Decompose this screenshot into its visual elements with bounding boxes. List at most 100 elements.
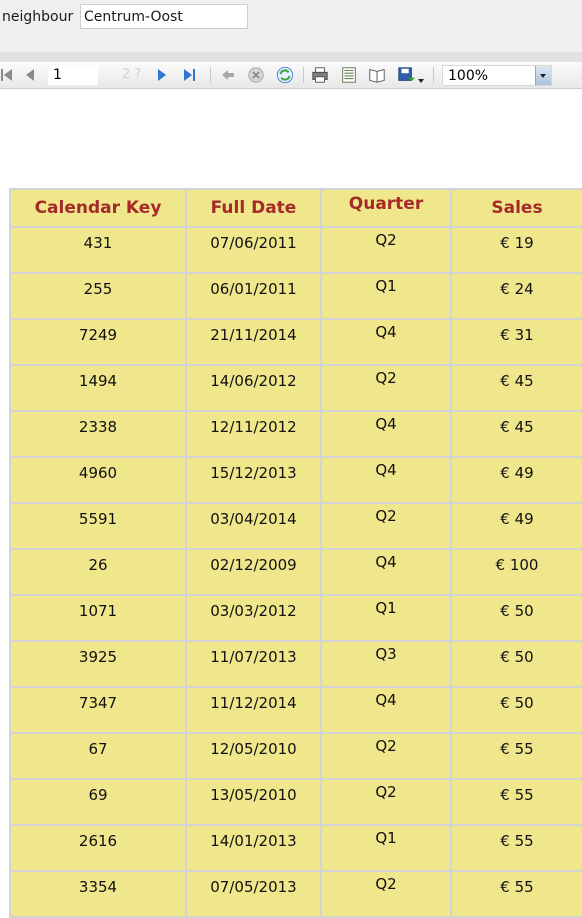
- page-total: 2 ?: [122, 67, 142, 82]
- back-icon[interactable]: [219, 66, 237, 84]
- full-date-cell: 14/06/2012: [185, 364, 322, 412]
- first-page-icon-bar: [1, 69, 3, 81]
- sales-cell: € 49: [450, 502, 582, 550]
- export-dropdown-icon[interactable]: [418, 72, 424, 90]
- quarter-cell: Q1: [320, 824, 452, 872]
- sales-cell: € 50: [450, 640, 582, 688]
- prev-page-icon[interactable]: [26, 69, 34, 81]
- sales-cell: € 31: [450, 318, 582, 366]
- last-page-icon[interactable]: [184, 69, 192, 81]
- full-date-cell: 03/03/2012: [185, 594, 322, 642]
- calendar-key-cell: 69: [9, 778, 187, 826]
- toolbar-separator: [433, 67, 434, 83]
- table-row: 255 06/01/2011 Q1 € 24: [9, 272, 582, 320]
- last-page-icon-bar: [193, 69, 195, 81]
- neighbour-label: neighbour: [2, 9, 74, 25]
- calendar-key-cell: 1071: [9, 594, 187, 642]
- full-date-cell: 02/12/2009: [185, 548, 322, 596]
- calendar-key-cell: 3354: [9, 870, 187, 918]
- table-row: 3354 07/05/2013 Q2 € 55: [9, 870, 582, 918]
- first-page-icon[interactable]: [4, 69, 12, 81]
- toolbar-separator: [210, 67, 211, 83]
- table-header-row: Calendar Key Full Date Quarter Sales: [9, 188, 582, 228]
- table-row: 26 02/12/2009 Q4 € 100: [9, 548, 582, 596]
- quarter-cell: Q4: [320, 410, 452, 458]
- table-row: 5591 03/04/2014 Q2 € 49: [9, 502, 582, 550]
- sales-cell: € 50: [450, 594, 582, 642]
- sales-cell: € 24: [450, 272, 582, 320]
- calendar-key-cell: 4960: [9, 456, 187, 504]
- sales-cell: € 55: [450, 824, 582, 872]
- refresh-icon[interactable]: [275, 66, 295, 84]
- full-date-cell: 13/05/2010: [185, 778, 322, 826]
- sales-cell: € 55: [450, 870, 582, 918]
- current-page-input[interactable]: 1: [48, 65, 98, 85]
- column-header-calendar-key: Calendar Key: [9, 188, 187, 228]
- table-row: 1494 14/06/2012 Q2 € 45: [9, 364, 582, 412]
- full-date-cell: 12/05/2010: [185, 732, 322, 780]
- quarter-cell: Q1: [320, 272, 452, 320]
- calendar-key-cell: 67: [9, 732, 187, 780]
- full-date-cell: 21/11/2014: [185, 318, 322, 366]
- quarter-cell: Q3: [320, 640, 452, 688]
- sales-cell: € 100: [450, 548, 582, 596]
- sales-cell: € 49: [450, 456, 582, 504]
- quarter-cell: Q2: [320, 502, 452, 550]
- quarter-cell: Q4: [320, 456, 452, 504]
- column-header-full-date: Full Date: [185, 188, 322, 228]
- sales-report-table: Calendar Key Full Date Quarter Sales 431…: [9, 188, 582, 918]
- table-row: 67 12/05/2010 Q2 € 55: [9, 732, 582, 780]
- parameter-area: neighbour Centrum-Oost: [0, 0, 582, 52]
- full-date-cell: 14/01/2013: [185, 824, 322, 872]
- print-icon[interactable]: [310, 66, 330, 84]
- full-date-cell: 06/01/2011: [185, 272, 322, 320]
- sales-cell: € 45: [450, 364, 582, 412]
- next-page-icon[interactable]: [158, 69, 166, 81]
- neighbour-input[interactable]: Centrum-Oost: [80, 4, 248, 29]
- calendar-key-cell: 5591: [9, 502, 187, 550]
- sales-cell: € 55: [450, 778, 582, 826]
- quarter-cell: Q2: [320, 226, 452, 274]
- table-row: 69 13/05/2010 Q2 € 55: [9, 778, 582, 826]
- calendar-key-cell: 7347: [9, 686, 187, 734]
- quarter-cell: Q4: [320, 548, 452, 596]
- calendar-key-cell: 3925: [9, 640, 187, 688]
- quarter-cell: Q2: [320, 732, 452, 780]
- full-date-cell: 11/07/2013: [185, 640, 322, 688]
- full-date-cell: 07/05/2013: [185, 870, 322, 918]
- quarter-cell: Q1: [320, 594, 452, 642]
- column-header-sales: Sales: [450, 188, 582, 228]
- table-row: 2616 14/01/2013 Q1 € 55: [9, 824, 582, 872]
- page-setup-icon[interactable]: [339, 66, 359, 84]
- export-icon[interactable]: [396, 66, 416, 84]
- chevron-down-icon[interactable]: [535, 66, 551, 85]
- quarter-cell: Q4: [320, 318, 452, 366]
- calendar-key-cell: 2338: [9, 410, 187, 458]
- table-row: 1071 03/03/2012 Q1 € 50: [9, 594, 582, 642]
- sales-cell: € 55: [450, 732, 582, 780]
- calendar-key-cell: 7249: [9, 318, 187, 366]
- stop-icon[interactable]: [246, 66, 266, 84]
- calendar-key-cell: 255: [9, 272, 187, 320]
- table-body: 431 07/06/2011 Q2 € 19 255 06/01/2011 Q1 € 24 72…: [9, 226, 582, 918]
- quarter-cell: Q2: [320, 778, 452, 826]
- table-row: 7347 11/12/2014 Q4 € 50: [9, 686, 582, 734]
- report-toolbar: 1 2 ?: [0, 62, 582, 89]
- table-row: 3925 11/07/2013 Q3 € 50: [9, 640, 582, 688]
- calendar-key-cell: 1494: [9, 364, 187, 412]
- calendar-key-cell: 431: [9, 226, 187, 274]
- sales-cell: € 45: [450, 410, 582, 458]
- full-date-cell: 03/04/2014: [185, 502, 322, 550]
- table-row: 7249 21/11/2014 Q4 € 31: [9, 318, 582, 366]
- full-date-cell: 07/06/2011: [185, 226, 322, 274]
- zoom-value: 100%: [448, 68, 489, 84]
- quarter-cell: Q2: [320, 364, 452, 412]
- quarter-cell: Q2: [320, 870, 452, 918]
- print-layout-icon[interactable]: [367, 66, 387, 84]
- toolbar-separator: [303, 67, 304, 83]
- calendar-key-cell: 26: [9, 548, 187, 596]
- zoom-select[interactable]: 100%: [442, 65, 552, 86]
- table-row: 4960 15/12/2013 Q4 € 49: [9, 456, 582, 504]
- table-row: 2338 12/11/2012 Q4 € 45: [9, 410, 582, 458]
- full-date-cell: 15/12/2013: [185, 456, 322, 504]
